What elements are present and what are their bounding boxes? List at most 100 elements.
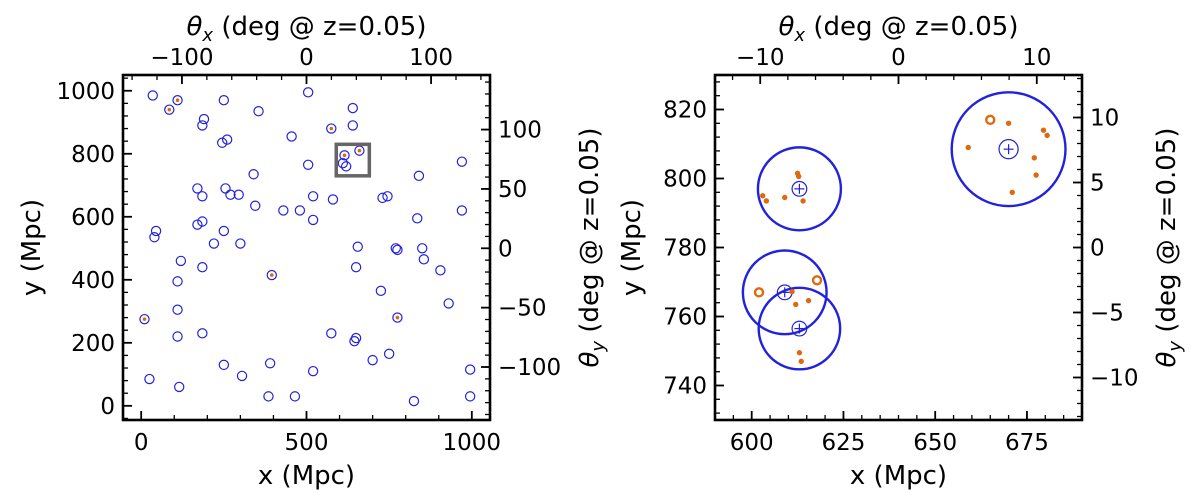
galaxy-point	[1044, 132, 1050, 139]
halo-marker	[149, 232, 160, 243]
right-tick-label: 10	[1090, 106, 1119, 132]
top-tick-label: 0	[299, 45, 314, 71]
halo-marker	[233, 189, 244, 200]
halo-marker	[192, 183, 203, 194]
galaxy-point	[965, 144, 971, 151]
zoom-region-box	[334, 142, 372, 178]
halo-marker	[375, 285, 387, 297]
halo-marker	[367, 354, 378, 366]
halo-marker	[172, 276, 183, 287]
galaxy-point	[763, 198, 770, 204]
galaxy-point	[269, 273, 274, 277]
x-tick-label: 0	[134, 430, 149, 456]
right-axis-label: θy (deg @ z=0.05)	[1152, 128, 1186, 368]
galaxy-point	[753, 287, 765, 298]
right-tick-label: −10	[1090, 365, 1139, 391]
halo-marker	[377, 192, 388, 204]
y-tick-label: 780	[663, 236, 707, 262]
halo-marker	[236, 370, 248, 382]
galaxy-point	[782, 194, 788, 201]
galaxy-point	[1033, 172, 1039, 178]
galaxy-point	[175, 98, 180, 103]
top-tick-label: 10	[1022, 45, 1051, 71]
galaxy-point	[789, 288, 795, 295]
galaxy-point	[798, 358, 804, 365]
halo-marker	[250, 200, 261, 211]
top-tick-label: −10	[736, 45, 785, 71]
halo-marker	[347, 120, 358, 131]
top-axis-label-text: (deg @ z=0.05)	[805, 12, 1018, 42]
halo-virial-circle	[757, 286, 842, 371]
y-tick-label: 820	[663, 98, 707, 124]
halo-marker	[197, 120, 208, 131]
galaxy-point	[395, 315, 400, 320]
x-axis-label: x (Mpc)	[850, 461, 947, 491]
halo-marker	[339, 150, 350, 161]
halo-marker	[294, 205, 306, 216]
halo-core-circle	[791, 180, 808, 197]
halo-marker	[350, 261, 362, 273]
halo-marker	[253, 106, 264, 117]
halo-marker	[263, 391, 274, 402]
top-axis-label-symbol: θ	[779, 12, 795, 42]
halo-marker	[208, 238, 220, 249]
halo-marker	[197, 261, 208, 273]
halo-marker	[225, 189, 236, 200]
galaxy-point	[985, 114, 996, 126]
halo-marker	[218, 95, 230, 106]
right-axis-label-symbol: θ	[575, 352, 605, 368]
top-tick-label: 0	[891, 45, 906, 71]
zoom-panel: 600 625 650 675 740 760 780 800 820 −10 0 10 −10 −5 0 5…	[617, 12, 1186, 491]
halo-marker	[307, 191, 319, 202]
right-tick-label: 0	[1090, 236, 1105, 262]
y-tick-label: 600	[71, 205, 115, 231]
halo-marker	[392, 244, 403, 256]
top-axis-label: θx (deg @ z=0.05)	[779, 12, 1019, 46]
right-tick-label: 100	[498, 118, 542, 144]
halo-marker	[456, 156, 468, 167]
halo-marker	[192, 219, 203, 230]
halo-marker	[464, 364, 476, 375]
x-tick-label: 600	[730, 430, 774, 456]
halo-marker	[337, 158, 349, 169]
halo-marker	[302, 159, 314, 170]
y-tick-label: 800	[663, 167, 707, 193]
galaxy-point	[342, 153, 347, 158]
galaxy-point	[800, 198, 806, 204]
galaxy-point	[811, 275, 823, 286]
right-axis-label-text: (deg @ z=0.05)	[1152, 128, 1182, 341]
x-tick-label: 1000	[443, 430, 502, 456]
halo-virial-circle	[741, 249, 828, 336]
right-axis-label-subscript: y	[1165, 341, 1186, 353]
halo-marker	[413, 170, 425, 182]
halo-marker	[264, 358, 276, 369]
halo-marker	[327, 194, 339, 205]
halo-virial-circle	[950, 91, 1067, 208]
top-axis-label-subscript: x	[201, 25, 213, 46]
top-axis-label-subscript: x	[793, 25, 805, 46]
y-tick-label: 0	[100, 394, 115, 420]
y-tick-label: 200	[71, 331, 115, 357]
x-axis-label: x (Mpc)	[258, 461, 355, 491]
halo-marker	[198, 113, 210, 125]
galaxy-point	[760, 193, 766, 199]
halo-marker	[248, 169, 259, 180]
halo-marker	[340, 161, 352, 172]
halo-marker	[307, 214, 319, 226]
top-tick-label: −100	[150, 45, 213, 71]
galaxy-point	[329, 126, 334, 131]
y-axis-label: y (Mpc)	[617, 199, 647, 296]
galaxy-point	[796, 350, 803, 356]
halo-marker	[456, 205, 468, 216]
right-tick-label: −50	[498, 296, 547, 322]
galaxy-point	[1031, 155, 1037, 161]
galaxy-point	[795, 173, 802, 180]
halo-marker	[197, 191, 208, 202]
galaxy-point	[805, 297, 812, 304]
halo-marker	[172, 95, 183, 106]
plot-area	[741, 91, 1067, 371]
x-tick-label: 500	[285, 430, 329, 456]
right-tick-label: 5	[1090, 171, 1105, 197]
halo-marker	[383, 348, 395, 360]
